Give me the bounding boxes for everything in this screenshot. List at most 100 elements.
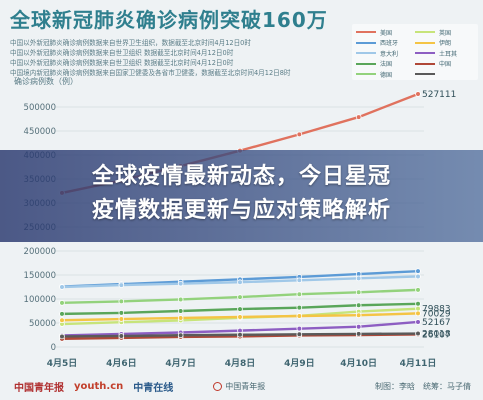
- y-tick-label: 50000: [29, 319, 56, 329]
- data-point: [296, 313, 303, 319]
- legend-swatch: [356, 41, 376, 44]
- source-name: 中国青年报: [225, 381, 266, 391]
- data-label: 26107: [422, 330, 451, 340]
- data-point: [415, 268, 421, 274]
- y-tick-label: 450000: [24, 127, 56, 137]
- cyd-logo: 中国青年报: [14, 382, 64, 394]
- data-point: [296, 291, 303, 298]
- data-point: [177, 296, 184, 303]
- data-point: [355, 323, 362, 330]
- x-tick-label: 4月11日: [400, 358, 437, 369]
- legend-label: 西班牙: [380, 40, 399, 48]
- data-point: [177, 280, 184, 287]
- headline-line-1: 全球疫情最新动态，今日星冠: [91, 164, 391, 189]
- chart-notes: 中国以外新冠肺炎确诊病例数据来自世界卫生组织，数据截至北京时间4月12日0时 中…: [10, 38, 350, 78]
- y-axis-unit: 确诊病例数（例）: [14, 77, 78, 86]
- data-label: 527111: [422, 90, 456, 100]
- zqzx-logo: 中青在线: [133, 382, 174, 394]
- legend-swatch: [356, 52, 376, 55]
- data-point: [415, 91, 421, 97]
- data-point: [355, 302, 362, 309]
- data-point: [237, 306, 243, 312]
- legend-item: 意大利: [356, 48, 415, 59]
- data-label: 52167: [422, 318, 451, 328]
- legend-label: 德国: [380, 71, 393, 79]
- data-point: [415, 287, 421, 293]
- data-point: [296, 304, 303, 311]
- x-tick-label: 4月7日: [165, 358, 196, 369]
- headline-text: 全球疫情最新动态，今日星冠 疫情数据更新与应对策略解析: [0, 160, 483, 228]
- data-point: [237, 314, 243, 320]
- data-point: [59, 311, 65, 317]
- legend-item: 土耳其: [415, 48, 474, 59]
- legend-item: 法国: [356, 59, 415, 70]
- data-point: [59, 333, 65, 340]
- legend-swatch: [356, 31, 376, 34]
- data-point: [118, 298, 125, 305]
- weibo-icon: [213, 381, 223, 391]
- data-point: [355, 331, 362, 337]
- footer: 中国青年报 youth.cn 中青在线 中国青年报 制图：李晗 统筹：马子倩: [0, 372, 483, 400]
- x-tick-label: 4月6日: [106, 358, 137, 369]
- legend-swatch: [415, 62, 435, 65]
- data-point: [118, 316, 125, 322]
- x-tick-label: 4月9日: [284, 358, 315, 369]
- y-tick-label: 150000: [24, 271, 56, 281]
- data-label: 79883: [422, 305, 451, 315]
- data-point: [177, 332, 184, 339]
- legend-item: 中国: [415, 59, 474, 70]
- legend-label: 中国: [439, 61, 452, 69]
- data-point: [177, 308, 184, 314]
- legend-swatch: [356, 62, 376, 65]
- legend-item: 英国: [415, 27, 474, 38]
- data-point: [415, 310, 421, 317]
- legend-label: 意大利: [380, 50, 399, 58]
- legend-item: 德国: [356, 69, 415, 80]
- legend-label: 法国: [380, 61, 393, 69]
- youth-logo: youth.cn: [74, 380, 124, 392]
- x-tick-label: 4月8日: [225, 358, 256, 369]
- legend-swatch: [356, 73, 376, 76]
- legend-item: [415, 69, 474, 80]
- data-point: [415, 305, 421, 312]
- y-tick-label: 0: [51, 343, 56, 353]
- y-tick-label: 200000: [24, 247, 56, 257]
- legend-label: 伊朗: [439, 40, 452, 48]
- data-point: [355, 312, 362, 319]
- legend-label: 土耳其: [439, 50, 458, 58]
- headline-banner: [0, 150, 483, 242]
- data-point: [296, 325, 303, 332]
- data-label: 70029: [422, 309, 451, 319]
- data-point: [415, 330, 421, 337]
- chart-legend: 美国 英国西班牙 伊朗意大利 土耳其法国 中国德国: [352, 24, 478, 80]
- data-point: [296, 331, 303, 338]
- credits: 制图：李晗 统筹：马子倩: [375, 381, 471, 391]
- legend-item: 美国: [356, 27, 415, 38]
- x-tick-label: 4月5日: [47, 358, 78, 369]
- data-point: [59, 284, 65, 290]
- data-point: [237, 294, 243, 300]
- chart-title: 全球新冠肺炎确诊病例突破160万: [10, 8, 328, 32]
- data-point: [355, 289, 362, 296]
- data-point: [118, 333, 125, 339]
- x-tick-label: 4月10日: [340, 358, 377, 369]
- legend-item: 伊朗: [415, 38, 474, 49]
- data-point: [415, 273, 421, 280]
- data-point: [415, 300, 421, 307]
- y-tick-label: 500000: [24, 103, 56, 113]
- data-point: [237, 279, 243, 286]
- data-label: 28018: [422, 330, 451, 340]
- data-point: [118, 282, 125, 288]
- legend-swatch: [415, 73, 435, 76]
- data-point: [355, 275, 362, 282]
- data-point: [59, 317, 65, 324]
- legend-swatch: [415, 41, 435, 44]
- data-point: [237, 331, 243, 338]
- data-point: [415, 319, 421, 325]
- data-point: [296, 277, 303, 284]
- data-point: [355, 114, 362, 120]
- data-point: [118, 310, 125, 316]
- legend-label: 美国: [380, 29, 393, 37]
- note-line: 中国以外新冠肺炎确诊病例数据来自世卫组织 数据截至北京时间4月12日0时: [10, 49, 234, 57]
